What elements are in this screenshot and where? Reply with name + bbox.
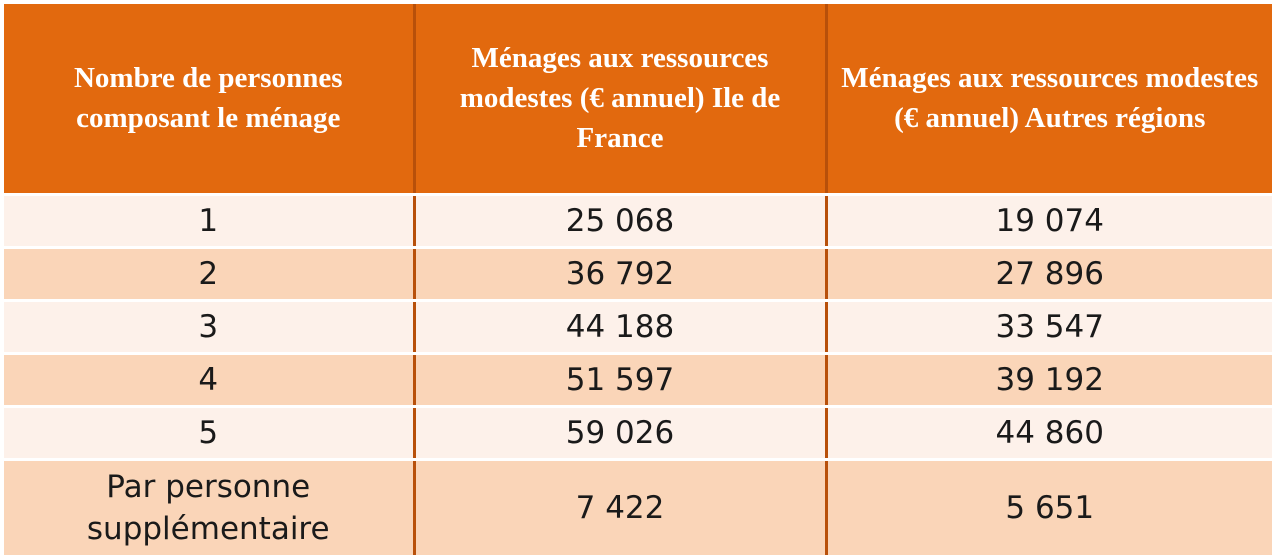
cell-other-regions: 27 896 (826, 247, 1272, 302)
income-threshold-table: Nombre de personnes composant le ménage … (4, 4, 1272, 556)
cell-other-regions: 33 547 (826, 300, 1272, 355)
table-header: Nombre de personnes composant le ménage … (4, 4, 1272, 196)
cell-ile-de-france: 44 188 (414, 300, 828, 355)
cell-ile-de-france: 7 422 (414, 459, 828, 555)
cell-ile-de-france: 59 026 (414, 406, 828, 461)
table-row: 1 25 068 19 074 (4, 194, 1272, 249)
cell-household-size: 5 (4, 406, 416, 461)
cell-household-size: 1 (4, 194, 416, 249)
cell-ile-de-france: 36 792 (414, 247, 828, 302)
header-other-regions: Ménages aux ressources modestes (€ annue… (826, 4, 1272, 196)
header-household-size: Nombre de personnes composant le ménage (4, 4, 416, 196)
table-row: 2 36 792 27 896 (4, 247, 1272, 302)
cell-other-regions: 19 074 (826, 194, 1272, 249)
cell-household-size: 2 (4, 247, 416, 302)
cell-other-regions: 39 192 (826, 353, 1272, 408)
table-row: 5 59 026 44 860 (4, 406, 1272, 461)
table-body: 1 25 068 19 074 2 36 792 27 896 3 44 188… (4, 194, 1272, 555)
cell-household-size: 3 (4, 300, 416, 355)
cell-ile-de-france: 51 597 (414, 353, 828, 408)
cell-household-size: 4 (4, 353, 416, 408)
table-row-additional-person: Par personne supplémentaire 7 422 5 651 (4, 459, 1272, 555)
cell-other-regions: 5 651 (826, 459, 1272, 555)
table-row: 4 51 597 39 192 (4, 353, 1272, 408)
cell-other-regions: 44 860 (826, 406, 1272, 461)
table-row: 3 44 188 33 547 (4, 300, 1272, 355)
header-row: Nombre de personnes composant le ménage … (4, 4, 1272, 196)
cell-ile-de-france: 25 068 (414, 194, 828, 249)
header-ile-de-france: Ménages aux ressources modestes (€ annue… (414, 4, 828, 196)
cell-household-size: Par personne supplémentaire (4, 459, 416, 555)
data-table: Nombre de personnes composant le ménage … (4, 4, 1272, 555)
